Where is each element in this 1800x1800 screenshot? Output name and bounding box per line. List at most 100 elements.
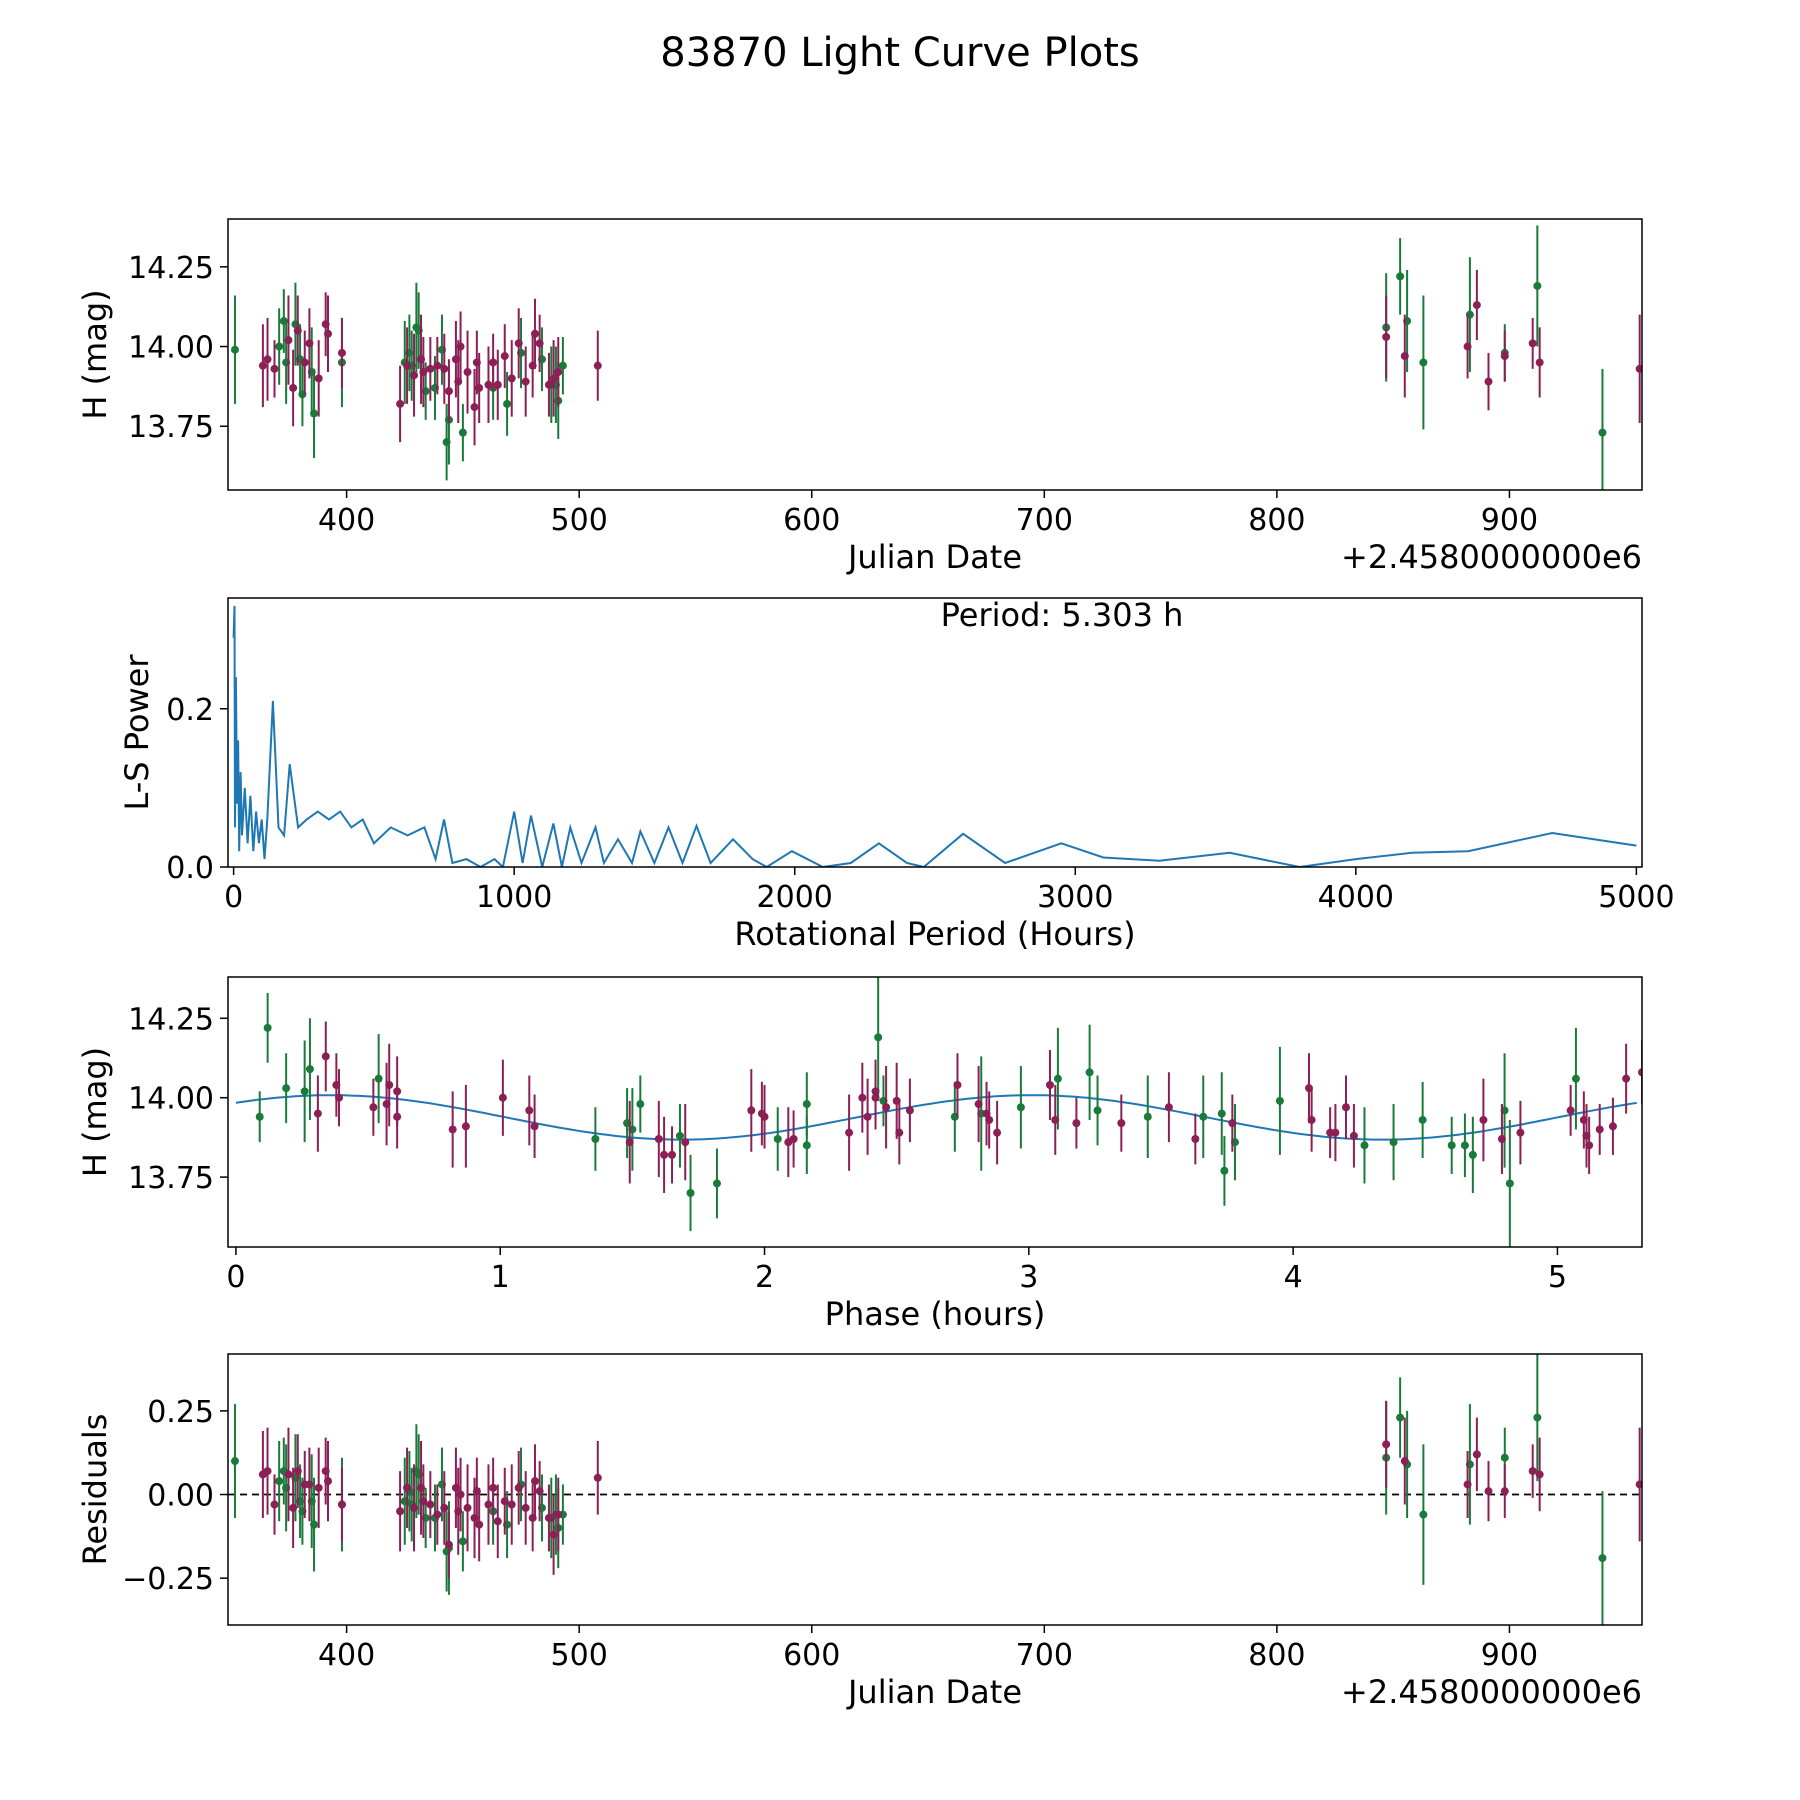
- x-tick-label: 400: [318, 1638, 375, 1673]
- point-maroon: [263, 1467, 272, 1476]
- point-maroon: [514, 339, 523, 348]
- x-tick-label: 700: [1016, 503, 1073, 538]
- point-green: [310, 1520, 319, 1529]
- y-tick-label: 0.00: [147, 1479, 214, 1514]
- x-tick-label: 0: [224, 880, 243, 915]
- point-maroon: [535, 1487, 544, 1496]
- point-maroon: [1400, 1457, 1409, 1466]
- model-curve: [235, 1094, 1637, 1141]
- x-tick-label: 1000: [476, 880, 552, 915]
- panel-data: [235, 977, 1642, 1247]
- x-tick-label: 3000: [1037, 880, 1113, 915]
- point-maroon: [530, 1477, 539, 1486]
- point-maroon: [484, 380, 493, 389]
- point-green: [686, 1189, 695, 1197]
- point-maroon: [270, 1500, 279, 1509]
- point-green: [458, 428, 467, 437]
- point-green: [1360, 1141, 1369, 1150]
- y-tick-label: 0.0: [166, 851, 214, 886]
- point-maroon: [1535, 1470, 1544, 1479]
- point-maroon: [456, 342, 465, 351]
- point-maroon: [321, 1052, 330, 1061]
- x-tick-label: 500: [551, 1638, 608, 1673]
- y-tick-label: 14.00: [128, 1082, 214, 1117]
- point-maroon: [660, 1150, 669, 1159]
- axes-frame: [227, 976, 1643, 1248]
- point-maroon: [525, 1106, 534, 1115]
- point-maroon: [396, 399, 405, 408]
- point-maroon: [470, 403, 479, 412]
- x-tick-label: 4000: [1318, 880, 1394, 915]
- y-tick-label: 13.75: [128, 1161, 214, 1196]
- x-tick-label: 3: [1019, 1260, 1038, 1295]
- point-green: [230, 1457, 239, 1466]
- y-axis-label: H (mag): [76, 289, 114, 419]
- point-maroon: [535, 339, 544, 348]
- y-tick-label: 14.00: [128, 331, 214, 366]
- point-green: [300, 1087, 309, 1096]
- point-maroon: [463, 1503, 472, 1512]
- point-green: [305, 1065, 314, 1074]
- y-tick-label: 0.2: [166, 693, 214, 728]
- point-green: [802, 1141, 811, 1150]
- point-maroon: [500, 352, 509, 361]
- point-maroon: [426, 364, 435, 373]
- point-green: [591, 1135, 600, 1143]
- point-maroon: [300, 358, 309, 367]
- point-maroon: [1382, 332, 1391, 341]
- point-maroon: [871, 1093, 880, 1102]
- point-maroon: [863, 1112, 872, 1121]
- point-maroon: [858, 1093, 867, 1102]
- point-maroon: [305, 1480, 314, 1489]
- point-green: [263, 1023, 272, 1032]
- point-green: [1571, 1074, 1580, 1083]
- point-maroon: [475, 1520, 484, 1529]
- point-maroon: [403, 361, 412, 370]
- point-green: [1053, 1074, 1062, 1083]
- point-maroon: [507, 374, 516, 383]
- point-maroon: [668, 1150, 677, 1159]
- x-tick-label: 700: [1016, 1638, 1073, 1673]
- point-maroon: [1638, 1068, 1642, 1077]
- point-maroon: [475, 383, 484, 392]
- point-maroon: [484, 1500, 493, 1509]
- point-maroon: [1072, 1119, 1081, 1128]
- y-axis-label: H (mag): [76, 1047, 114, 1177]
- point-maroon: [507, 1500, 516, 1509]
- point-green: [1220, 1166, 1229, 1175]
- point-green: [1468, 1150, 1477, 1159]
- point-maroon: [258, 361, 267, 370]
- y-tick-label: 14.25: [128, 251, 214, 286]
- point-maroon: [1331, 1128, 1340, 1137]
- point-maroon: [263, 355, 272, 364]
- point-maroon: [1497, 1135, 1506, 1143]
- point-green: [1217, 1109, 1226, 1118]
- x-tick-label: 800: [1248, 1638, 1305, 1673]
- x-tick-label: 900: [1481, 1638, 1538, 1673]
- point-maroon: [1472, 301, 1481, 310]
- period-annotation: Period: 5.303 h: [941, 596, 1184, 634]
- x-axis-label: Rotational Period (Hours): [734, 915, 1135, 953]
- point-maroon: [293, 1467, 302, 1476]
- point-maroon: [324, 329, 333, 338]
- figure-title: 83870 Light Curve Plots: [660, 30, 1140, 76]
- point-green: [1389, 1138, 1398, 1147]
- x-axis-label: Julian Date: [846, 1673, 1022, 1711]
- point-maroon: [419, 1497, 428, 1506]
- x-tick-label: 900: [1481, 503, 1538, 538]
- point-maroon: [498, 1093, 507, 1102]
- point-maroon: [1341, 1103, 1350, 1112]
- x-offset-label: +2.4580000000e6: [1341, 1673, 1642, 1711]
- point-green: [1418, 1115, 1427, 1124]
- point-maroon: [1045, 1081, 1054, 1089]
- point-maroon: [1307, 1115, 1316, 1124]
- x-tick-label: 4: [1284, 1260, 1303, 1295]
- point-maroon: [1191, 1135, 1200, 1143]
- point-maroon: [530, 329, 539, 338]
- point-maroon: [1566, 1106, 1575, 1115]
- point-maroon: [521, 377, 530, 386]
- point-maroon: [530, 1122, 539, 1131]
- point-maroon: [789, 1135, 798, 1143]
- point-green: [282, 1084, 291, 1093]
